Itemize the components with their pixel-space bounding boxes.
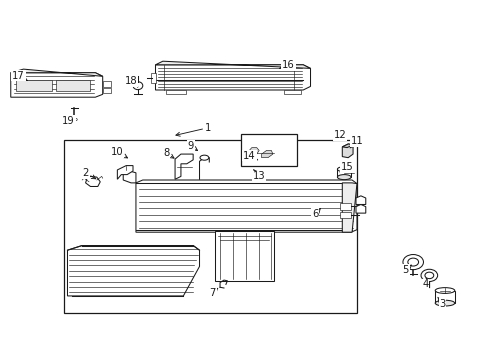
Ellipse shape: [434, 288, 454, 293]
Ellipse shape: [337, 167, 350, 172]
Polygon shape: [11, 69, 102, 76]
Text: 12: 12: [332, 130, 346, 141]
Polygon shape: [246, 148, 259, 154]
Polygon shape: [11, 73, 102, 97]
Ellipse shape: [133, 82, 142, 90]
Text: 5: 5: [402, 265, 410, 275]
Text: 1: 1: [176, 123, 211, 136]
Text: 19: 19: [62, 116, 75, 126]
Polygon shape: [339, 203, 350, 210]
Bar: [434, 291, 454, 303]
Text: 3: 3: [437, 297, 445, 309]
Polygon shape: [339, 212, 350, 218]
Polygon shape: [261, 150, 272, 158]
Bar: [102, 88, 111, 93]
Polygon shape: [337, 169, 350, 177]
Text: 4: 4: [422, 279, 427, 289]
Bar: [102, 81, 111, 87]
Bar: [16, 80, 52, 91]
Polygon shape: [342, 144, 352, 148]
Polygon shape: [117, 166, 133, 179]
Bar: [56, 80, 90, 91]
Ellipse shape: [402, 255, 423, 270]
Text: 6: 6: [311, 208, 320, 219]
Polygon shape: [342, 183, 356, 232]
Text: 9: 9: [187, 141, 197, 151]
Ellipse shape: [434, 300, 454, 306]
Polygon shape: [85, 176, 100, 186]
Text: 8: 8: [163, 148, 174, 158]
Polygon shape: [283, 90, 300, 94]
Polygon shape: [67, 246, 199, 296]
Bar: [63, 140, 356, 313]
Text: 16: 16: [279, 60, 294, 70]
Text: 10: 10: [111, 147, 127, 158]
Polygon shape: [150, 73, 156, 83]
Polygon shape: [342, 144, 352, 158]
Bar: [240, 134, 296, 166]
Ellipse shape: [420, 269, 437, 282]
Text: 15: 15: [339, 162, 353, 173]
Polygon shape: [155, 61, 310, 68]
Text: 7: 7: [209, 288, 217, 298]
Polygon shape: [136, 180, 356, 232]
Ellipse shape: [337, 175, 350, 180]
Polygon shape: [215, 231, 273, 281]
Text: 13: 13: [252, 170, 265, 181]
Polygon shape: [155, 65, 310, 90]
Polygon shape: [123, 169, 136, 183]
Ellipse shape: [424, 272, 433, 279]
Text: 11: 11: [349, 136, 363, 148]
Text: 2: 2: [82, 168, 96, 179]
Polygon shape: [355, 204, 365, 213]
Text: 18: 18: [124, 76, 138, 87]
Ellipse shape: [407, 258, 418, 266]
Polygon shape: [355, 196, 365, 204]
Text: 14: 14: [243, 150, 257, 161]
Polygon shape: [166, 90, 185, 94]
Ellipse shape: [71, 118, 77, 121]
Polygon shape: [175, 154, 193, 179]
Text: 17: 17: [12, 71, 27, 81]
Ellipse shape: [200, 155, 208, 160]
